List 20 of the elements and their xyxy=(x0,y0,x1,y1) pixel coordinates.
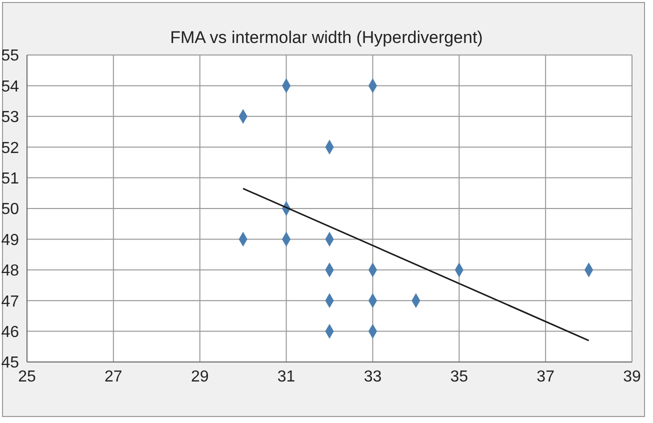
y-tick-label: 51 xyxy=(1,170,20,188)
y-tick-label: 48 xyxy=(1,262,20,280)
y-tick-label: 45 xyxy=(1,354,20,372)
y-tick-label: 54 xyxy=(1,78,20,96)
x-tick-label: 35 xyxy=(450,368,468,386)
y-tick-label: 46 xyxy=(1,324,20,341)
y-tick-label: 47 xyxy=(1,293,20,310)
y-tick-label: 52 xyxy=(1,140,20,157)
x-tick-label: 25 xyxy=(18,368,36,386)
x-tick-label: 27 xyxy=(104,368,122,386)
y-tick-label: 50 xyxy=(1,201,20,218)
x-tick-label: 33 xyxy=(364,368,382,386)
y-tick-label: 55 xyxy=(1,48,20,65)
x-tick-label: 31 xyxy=(277,368,296,386)
chart-title: FMA vs intermolar width (Hyperdivergent) xyxy=(169,28,484,48)
y-tick-label: 53 xyxy=(1,109,20,126)
y-tick-label: 49 xyxy=(1,232,20,249)
x-tick-label: 29 xyxy=(190,368,209,386)
x-tick-label: 39 xyxy=(623,368,641,386)
x-tick-label: 37 xyxy=(536,368,555,386)
